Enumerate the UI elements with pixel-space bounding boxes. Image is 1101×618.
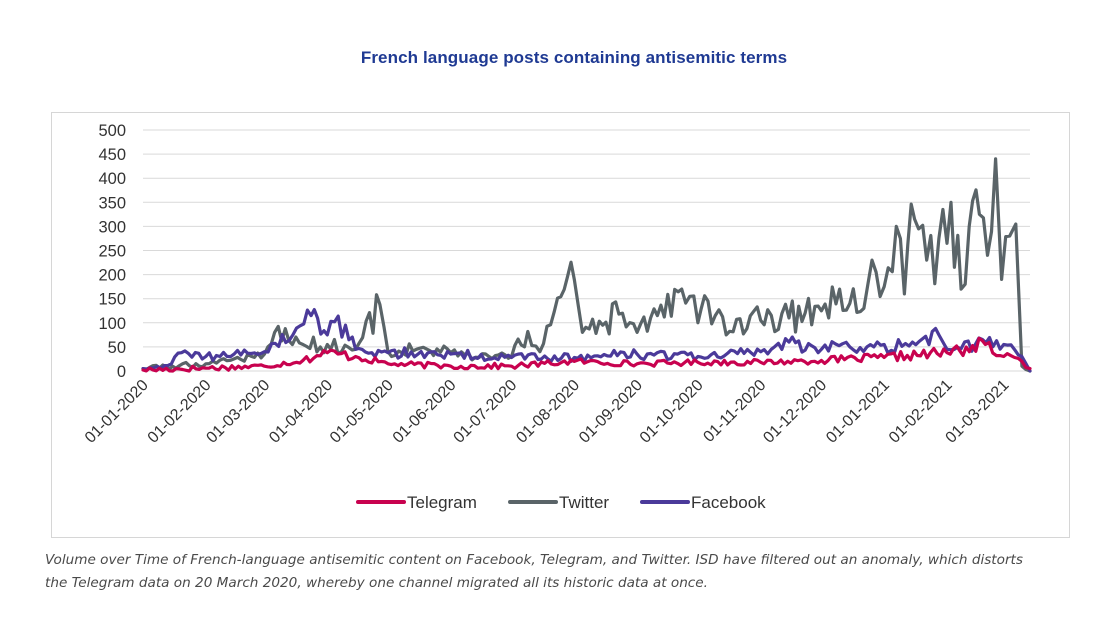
y-tick-label: 350 [98,194,126,212]
y-tick-label: 50 [108,339,126,357]
gridlines [143,129,1030,372]
x-tick-label: 01-09-2020 [576,377,646,447]
x-tick-label: 01-05-2020 [327,377,397,447]
series-lines [141,157,1032,373]
y-tick-label: 250 [98,243,126,261]
y-axis-ticks: 0 50 100 150 200 250 300 350 400 450 500 [98,122,126,381]
y-tick-label: 500 [98,122,126,140]
legend-label-telegram: Telegram [407,493,477,512]
x-tick-label: 01-01-2021 [823,377,893,447]
x-tick-label: 01-08-2020 [513,377,583,447]
y-tick-label: 400 [98,170,126,188]
caption-line-1: Volume over Time of French-language anti… [45,552,1023,568]
y-tick-label: 150 [98,291,126,309]
legend-label-twitter: Twitter [559,493,609,512]
x-tick-label: 01-12-2020 [760,377,830,447]
x-tick-label: 01-06-2020 [390,377,460,447]
x-tick-label: 01-03-2020 [203,377,273,447]
x-tick-label: 01-07-2020 [451,377,521,447]
y-tick-label: 300 [98,218,126,236]
figure-caption: Volume over Time of French-language anti… [45,549,1065,595]
y-tick-label: 0 [117,363,126,381]
x-tick-label: 01-10-2020 [637,377,707,447]
chart-frame [51,112,1070,538]
legend: Telegram Twitter Facebook [356,493,766,512]
y-tick-label: 450 [98,146,126,164]
series-line-telegram [141,336,1032,373]
y-tick-label: 200 [98,267,126,285]
x-tick-label: 01-01-2020 [82,377,152,447]
legend-label-facebook: Facebook [691,493,766,512]
x-tick-label: 01-11-2020 [700,377,769,446]
chart-title: French language posts containing antisem… [360,48,788,67]
y-tick-label: 100 [98,315,126,333]
x-axis-ticks: 01-01-202001-02-202001-03-202001-04-2020… [82,377,1013,447]
caption-line-2: the Telegram data on 20 March 2020, wher… [45,575,708,591]
x-tick-label: 01-04-2020 [266,377,336,447]
